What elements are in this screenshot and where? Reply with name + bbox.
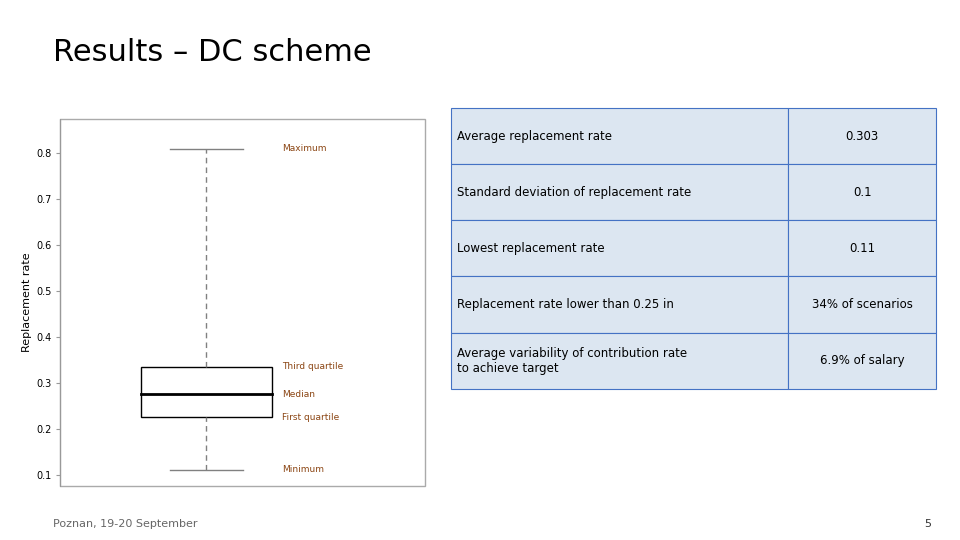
Text: First quartile: First quartile bbox=[282, 413, 340, 422]
Text: Average replacement rate: Average replacement rate bbox=[457, 130, 612, 143]
Text: Median: Median bbox=[282, 390, 315, 399]
Bar bbox=[788, 333, 936, 389]
Y-axis label: Replacement rate: Replacement rate bbox=[22, 253, 32, 352]
Text: Maximum: Maximum bbox=[282, 144, 326, 153]
Text: 6.9% of salary: 6.9% of salary bbox=[820, 354, 904, 367]
Text: Minimum: Minimum bbox=[282, 465, 324, 475]
Text: Standard deviation of replacement rate: Standard deviation of replacement rate bbox=[457, 186, 691, 199]
Text: Lowest replacement rate: Lowest replacement rate bbox=[457, 242, 605, 255]
Bar bbox=[451, 276, 788, 333]
Bar bbox=[788, 164, 936, 220]
Text: Poznan, 19-20 September: Poznan, 19-20 September bbox=[53, 519, 198, 529]
Text: 0.303: 0.303 bbox=[846, 130, 878, 143]
Bar bbox=[451, 220, 788, 276]
Bar bbox=[451, 164, 788, 220]
Bar bbox=[788, 108, 936, 164]
Bar bbox=[141, 367, 272, 417]
Bar bbox=[451, 333, 788, 389]
Text: 0.11: 0.11 bbox=[849, 242, 876, 255]
Bar bbox=[60, 119, 425, 486]
Text: Average variability of contribution rate
to achieve target: Average variability of contribution rate… bbox=[457, 347, 687, 375]
Bar bbox=[788, 220, 936, 276]
Text: 34% of scenarios: 34% of scenarios bbox=[811, 298, 913, 311]
Bar bbox=[788, 276, 936, 333]
Text: 5: 5 bbox=[924, 519, 931, 529]
Text: Third quartile: Third quartile bbox=[282, 362, 344, 371]
Text: 0.1: 0.1 bbox=[852, 186, 872, 199]
Bar bbox=[451, 108, 788, 164]
Text: Results – DC scheme: Results – DC scheme bbox=[53, 38, 372, 67]
Text: Replacement rate lower than 0.25 in: Replacement rate lower than 0.25 in bbox=[457, 298, 674, 311]
